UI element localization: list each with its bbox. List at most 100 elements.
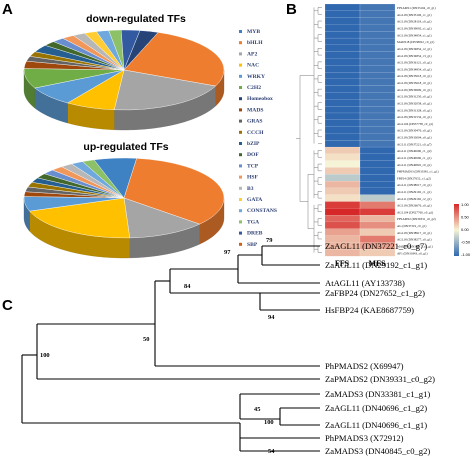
legend-swatch	[239, 209, 242, 213]
legend-label: DREB	[247, 231, 263, 237]
heatmap-cell	[359, 44, 396, 52]
heatmap-cell	[324, 194, 361, 202]
bootstrap-45: 45	[254, 406, 260, 413]
colorbar-gradient	[454, 204, 459, 256]
legend-label: TGA	[247, 219, 259, 225]
legend-swatch	[239, 130, 242, 134]
heatmap-row-label: AGL11 (DN40696_c1_g1)	[397, 156, 432, 160]
legend-swatch	[239, 242, 242, 246]
legend-label: GRAS	[247, 119, 263, 125]
heatmap-cell	[324, 24, 361, 32]
bootstrap-84: 84	[184, 283, 191, 290]
heatmap-row-label: AGL18 (DN31534_c0_g1)	[397, 115, 432, 119]
heatmap-cell	[359, 119, 396, 127]
heatmap-row-label: AGL18 (DN26676_c0_g1)	[397, 204, 432, 208]
heatmap-row-label: AP1 (DN31843_c0_g1)	[397, 251, 428, 255]
heatmap-cell	[324, 208, 361, 216]
heatmap-cell	[359, 126, 396, 134]
legend-swatch	[239, 97, 242, 101]
tree-leaf: ZaMADS3 (DN40845_c0_g2)	[325, 446, 430, 456]
up-pie-title: up-regulated TFs	[83, 141, 168, 153]
bootstrap-54: 54	[268, 448, 275, 455]
legend-swatch	[239, 186, 242, 190]
heatmap-cell	[324, 221, 361, 230]
dendrogram-lines	[296, 7, 322, 253]
heatmap-row-label: AGL18 (DN39092_c1_g1)	[397, 27, 432, 31]
legend-swatch	[239, 142, 242, 145]
heatmap-row-label: AGL18 (DN36121_c0_g1)	[397, 61, 432, 65]
heatmap-cell	[359, 181, 396, 189]
legend-swatch	[239, 63, 242, 67]
heatmap-row-label: AGL104 (DN37738_c0_g1)	[397, 122, 433, 126]
heatmap-cell	[359, 133, 396, 141]
heatmap-cell	[359, 140, 396, 148]
heatmap-cell	[324, 187, 361, 195]
heatmap-cell	[324, 146, 361, 155]
panel-a-pie-charts: down-regulated TFs up-regulated TFs MYB b…	[23, 13, 277, 259]
tree-bootstrap-values: 79 97 84 94 50 100 45 100 54	[40, 237, 275, 455]
heatmap-cell	[324, 10, 361, 18]
heatmap-row-label: AGL11 (DN29192_c1_g1)	[397, 190, 432, 194]
tree-leaf: ZaAGL11 (DN40696_c1_g2)	[325, 403, 427, 413]
heatmap-cell	[359, 85, 396, 93]
heatmap-cell	[359, 153, 396, 161]
bootstrap-79: 79	[266, 237, 272, 244]
heatmap-row-label: AGL18 (DN34854_c3_g1)	[397, 54, 432, 58]
legend-label: GATA	[247, 197, 262, 203]
heatmap-row-label: AGL18 (DN34854_c1_g1)	[397, 33, 432, 37]
legend-label: MYB	[247, 29, 260, 35]
heatmap-row-label: AGL18 (DN31328_c0_g1)	[397, 108, 432, 112]
tree-leaf: PhPMADS3 (X72912)	[325, 433, 404, 443]
heatmap-cell	[359, 51, 396, 59]
heatmap-row-label: MADS8 (DN38017_c1_g1)	[397, 244, 433, 248]
legend-label: B3	[247, 186, 254, 192]
colorbar-tick-label: 1.00	[461, 202, 470, 207]
tree-leaf-labels: ZaAGL11 (DN37221_c0_g7) ZaAGL11 (DN29192…	[325, 241, 435, 456]
legend-swatch	[239, 108, 242, 112]
heatmap-col-mfs: MFS	[369, 259, 386, 268]
down-pie-slice	[23, 68, 125, 89]
heatmap-row-labels: PPSAMS1 (DN33104_c0_g1) AGL18 (DN33106_c1…	[397, 6, 439, 255]
legend-swatch	[239, 30, 242, 33]
heatmap-cell	[324, 160, 361, 168]
heatmap-cell	[359, 208, 396, 216]
heatmap-cell	[359, 10, 396, 18]
legend-swatch	[239, 198, 242, 201]
heatmap-cell	[359, 24, 396, 32]
legend-swatch	[239, 52, 242, 56]
heatmap-row-label: AGL18 (DN28118_c0_g1)	[397, 20, 432, 24]
legend-label: TCP	[247, 163, 259, 169]
legend-label: HSF	[247, 175, 258, 181]
heatmap-row-label: AGL11 (DN29192_c2_g1)	[397, 197, 432, 201]
tree-leaf: ZaMADS3 (DN33381_c1_g1)	[325, 389, 430, 399]
legend-label: SBP	[247, 242, 258, 248]
heatmap-row-label: PPSAMS1 (DN33104_c0_g1)	[397, 6, 436, 10]
tree-leaf: ZaAGL11 (DN29192_c1_g1)	[325, 260, 427, 270]
heatmap-row-label: FBP24 (DN27652_c1_g2)	[397, 176, 431, 180]
heatmap-row-label: PHPMADS3 (DN33381_c1_g1)	[397, 170, 439, 174]
legend-label: bHLH	[247, 40, 263, 46]
heatmap-row-label: AGL18 (DN33106_c1_g1)	[397, 13, 432, 17]
heatmap-cell	[324, 215, 361, 223]
bootstrap-94: 94	[268, 314, 275, 321]
legend-swatch	[239, 86, 242, 89]
up-pie-slice	[29, 197, 130, 239]
legend-swatch	[239, 74, 242, 78]
down-pie-slice	[123, 32, 225, 87]
heatmap-cell	[324, 174, 361, 182]
heatmap-cell	[324, 3, 361, 12]
heatmap-cell	[359, 228, 396, 236]
heatmap-row-label: AGL11 (DN40696_c1_g2)	[397, 149, 432, 153]
heatmap-cell	[324, 78, 361, 87]
legend-label: MADS	[247, 107, 263, 113]
heatmap-cell	[359, 249, 396, 257]
heatmap-row-label: AG (DN37319_c0_g1)	[397, 224, 426, 228]
heatmap-cell	[324, 72, 361, 80]
heatmap-cell	[324, 85, 361, 93]
heatmap-cell	[324, 31, 361, 39]
legend-label: CCCH	[247, 130, 264, 136]
legend-label: C2H2	[247, 85, 261, 91]
heatmap-cell	[359, 146, 396, 155]
heatmap-cell	[324, 112, 361, 121]
